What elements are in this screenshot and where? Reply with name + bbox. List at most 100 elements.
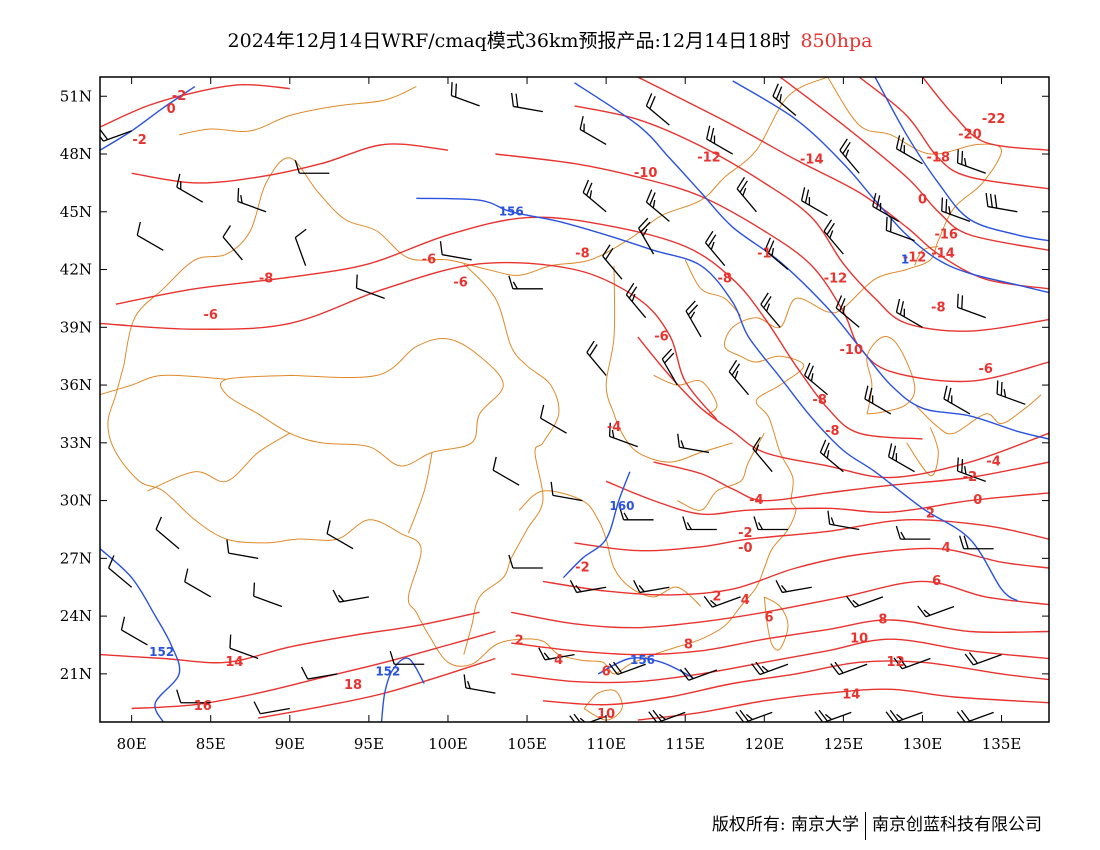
wind-barb-feather xyxy=(652,709,662,722)
wind-barb xyxy=(846,595,884,608)
wind-barb-feather xyxy=(463,674,467,688)
wind-barb-staff xyxy=(901,657,931,670)
x-tick-label: 90E xyxy=(275,735,305,753)
boundary-line xyxy=(518,490,702,607)
wind-barb-feather xyxy=(684,667,694,680)
province-boundaries xyxy=(100,77,1042,721)
wind-barb-feather xyxy=(682,516,688,530)
wind-barb-feather xyxy=(155,516,162,530)
wind-barb xyxy=(893,655,931,670)
wind-barb-staff xyxy=(801,200,828,217)
wind-barb-feather xyxy=(608,663,619,675)
wind-barb xyxy=(751,661,789,676)
wind-barb-staff xyxy=(712,596,741,608)
wind-barb-feather xyxy=(985,192,989,207)
wind-barb xyxy=(108,555,133,588)
wind-barb xyxy=(661,348,678,386)
wind-barb-feather xyxy=(775,580,783,593)
wind-barb-feather xyxy=(703,595,713,608)
wind-barb-feather xyxy=(633,580,641,593)
wind-barb-staff xyxy=(579,128,607,145)
wind-barb-feather xyxy=(628,286,638,299)
temperature-contour xyxy=(542,547,1049,596)
wind-barbs xyxy=(100,82,1026,722)
geopotential-contour xyxy=(562,471,631,579)
wind-barb-staff xyxy=(819,451,844,473)
wind-barb xyxy=(579,115,607,145)
wind-barb-feather xyxy=(956,711,966,722)
wind-barb-staff xyxy=(864,398,892,415)
temperature-label: -6 xyxy=(203,308,217,323)
wind-barb-staff xyxy=(987,205,1018,213)
x-tick-label: 95E xyxy=(354,735,384,753)
temperature-label: -8 xyxy=(259,272,273,287)
wind-barb-feather xyxy=(956,457,959,472)
geopotential-contours xyxy=(100,77,1049,722)
boundary-line xyxy=(763,596,789,651)
wind-barb xyxy=(625,282,647,319)
geopotential-contour xyxy=(574,82,1049,440)
boundary-line xyxy=(914,394,1042,435)
boundary-line xyxy=(107,77,1003,675)
wind-barb-feather xyxy=(917,605,927,618)
wind-barb-feather xyxy=(253,582,256,597)
wind-barb xyxy=(775,580,812,594)
wind-barb xyxy=(638,217,655,255)
wind-barb-feather xyxy=(680,440,685,449)
wind-barb-feather xyxy=(300,666,309,680)
wind-barb-feather xyxy=(956,293,959,308)
wind-barb-feather xyxy=(830,663,840,675)
temperature-contour xyxy=(637,688,1049,721)
wind-barb-staff xyxy=(736,188,757,213)
wind-barb-staff xyxy=(896,311,923,328)
temperature-label: 16 xyxy=(194,699,212,714)
temperature-label: -16 xyxy=(934,227,958,242)
wind-barb-staff xyxy=(838,663,868,676)
wind-barb-feather xyxy=(510,92,514,107)
wind-barb-staff xyxy=(822,711,852,722)
wind-barb-feather xyxy=(885,711,895,722)
x-tick-label: 105E xyxy=(507,735,547,753)
wind-barb-feather xyxy=(687,304,699,316)
wind-barb-feather xyxy=(734,370,739,379)
wind-barb-staff xyxy=(237,200,267,213)
wind-barb xyxy=(864,385,892,415)
wind-barb-feather xyxy=(618,506,625,521)
wind-barb-feather xyxy=(611,429,615,439)
wind-barb-staff xyxy=(602,255,623,280)
geopotential-label: 1 xyxy=(901,252,909,266)
wind-barb-feather xyxy=(893,657,903,670)
temperature-contour xyxy=(574,518,1049,552)
wind-barb-feather xyxy=(842,141,851,155)
wind-barb-feather xyxy=(897,655,907,668)
boundary-line xyxy=(123,77,828,366)
wind-barb xyxy=(943,385,971,415)
wind-barb-feather xyxy=(640,221,651,233)
wind-barb-feather xyxy=(800,187,806,201)
wind-barb-staff xyxy=(356,287,385,300)
x-tick-label: 110E xyxy=(586,735,626,753)
wind-barb-feather xyxy=(818,709,828,722)
wind-barb-staff xyxy=(957,470,986,482)
temperature-label: -14 xyxy=(931,247,955,262)
wind-barb-staff xyxy=(586,352,607,376)
wind-barb-staff xyxy=(957,306,986,319)
wind-barb-feather xyxy=(842,305,846,314)
temperature-contour xyxy=(921,77,1049,151)
geopotential-label: 152 xyxy=(375,664,400,678)
wind-barb-feather xyxy=(839,138,848,151)
wind-barb-staff xyxy=(442,254,472,261)
wind-barb xyxy=(120,616,148,646)
wind-barb-staff xyxy=(896,148,923,165)
wind-barb-staff xyxy=(854,596,884,608)
temperature-label: 14 xyxy=(842,688,860,703)
wind-barb xyxy=(956,149,986,174)
y-tick-label: 21N xyxy=(60,665,92,683)
wind-barb-feather xyxy=(569,715,576,722)
wind-barb-feather xyxy=(923,609,931,616)
wind-barb-feather xyxy=(450,82,453,96)
temperature-label: -8 xyxy=(931,301,945,316)
wind-barb-feather xyxy=(895,525,901,540)
wind-barb-feather xyxy=(642,228,648,237)
plot-frame xyxy=(99,76,1050,723)
